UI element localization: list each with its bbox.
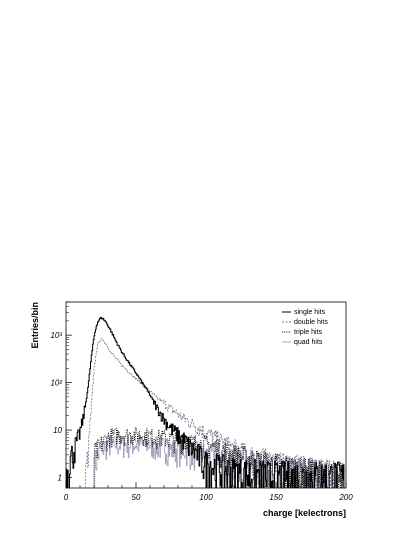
y-tick-label: 10 xyxy=(53,426,62,435)
x-axis-title: charge [kelectrons] xyxy=(263,508,346,518)
y-tick-label: 10² xyxy=(50,379,62,388)
series-single-hits-line xyxy=(66,316,345,488)
series-double-hits-line xyxy=(85,338,345,488)
x-tick-label: 150 xyxy=(269,493,283,502)
series-triple-hits-line xyxy=(93,427,345,488)
legend-label: double hits xyxy=(294,319,328,326)
legend-label: triple hits xyxy=(294,329,323,336)
x-tick-label: 200 xyxy=(338,493,353,502)
series-layer xyxy=(66,316,345,488)
y-tick-label: 10³ xyxy=(50,331,62,340)
y-axis-title: Entries/bin xyxy=(30,302,40,349)
legend-label: single hits xyxy=(294,309,326,316)
y-tick-label: 1 xyxy=(58,473,62,482)
tick-layer: 0 50 100 150 200 1 10 10² 10³ xyxy=(50,301,353,502)
x-tick-label: 0 xyxy=(64,493,69,502)
legend: single hits double hits triple hits quad hi… xyxy=(282,309,328,346)
x-tick-label: 50 xyxy=(132,493,141,502)
x-tick-label: 100 xyxy=(199,493,213,502)
legend-label: quad hits xyxy=(294,339,323,346)
